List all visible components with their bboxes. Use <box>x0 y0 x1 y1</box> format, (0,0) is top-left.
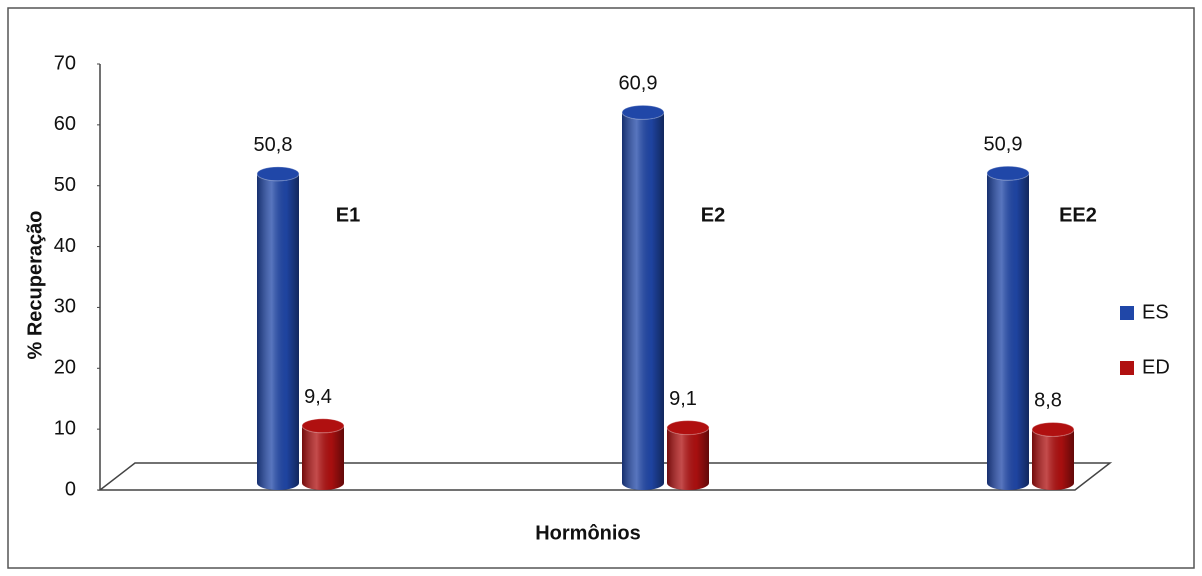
bar-top <box>256 166 300 182</box>
bar-top <box>301 418 345 434</box>
value-label: 9,4 <box>304 386 332 408</box>
value-label: 9,1 <box>669 388 697 410</box>
legend-label: ED <box>1142 356 1170 378</box>
bar-shade <box>302 425 344 490</box>
y-tick-label: 10 <box>54 417 76 439</box>
bar-shade <box>257 173 299 491</box>
floor <box>97 462 1113 491</box>
x-axis-title: Hormônios <box>535 522 641 544</box>
bar-shade <box>667 427 709 490</box>
y-tick-label: 40 <box>54 235 76 257</box>
bar-shade <box>1032 429 1074 490</box>
category-label: E1 <box>336 204 360 226</box>
value-label: 60,9 <box>619 73 658 95</box>
y-axis-title: % Recuperação <box>24 211 46 360</box>
category-label: E2 <box>701 204 725 226</box>
legend-swatch <box>1120 361 1134 375</box>
y-tick-label: 30 <box>54 296 76 318</box>
y-tick-label: 0 <box>65 478 76 500</box>
bar-top <box>986 165 1030 181</box>
frame <box>7 7 1195 569</box>
bar-top <box>1031 421 1075 437</box>
y-tick-label: 50 <box>54 174 76 196</box>
value-label: 50,8 <box>254 134 293 156</box>
y-tick-label: 20 <box>54 357 76 379</box>
y-tick-label: 60 <box>54 113 76 135</box>
legend-swatch <box>1120 306 1134 320</box>
bar-top <box>666 420 710 436</box>
bar-shade <box>987 173 1029 491</box>
value-label: 50,9 <box>984 134 1023 156</box>
legend-label: ES <box>1142 301 1169 323</box>
y-tick-label: 70 <box>54 52 76 74</box>
bar-shade <box>622 112 664 490</box>
category-label: EE2 <box>1059 204 1097 226</box>
bar-top <box>621 104 665 120</box>
value-label: 8,8 <box>1034 390 1062 412</box>
